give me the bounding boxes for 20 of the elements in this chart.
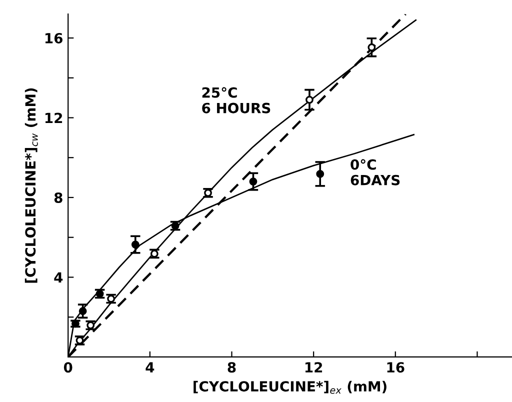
annotation: 25°C 6 HOURS — [202, 87, 270, 114]
x-tick-label: 0 — [64, 362, 72, 373]
point — [306, 96, 314, 104]
x-axis-title: [CYCLOLEUCINE*]$_{ex}$ (mM) — [194, 380, 386, 394]
y-tick-label: 8 — [54, 192, 62, 203]
point — [316, 170, 324, 178]
y-tick-label: 16 — [45, 32, 62, 44]
y-tick-label: 12 — [45, 112, 62, 124]
point — [131, 240, 140, 248]
point — [78, 307, 87, 316]
y-axis-title: [CYCLOLEUCINE*]$_{cw}$ (mM) — [24, 88, 38, 283]
x-tick-label: 4 — [146, 362, 154, 372]
point — [72, 320, 80, 328]
y-tick-label: 4 — [54, 272, 63, 283]
x-tick-label: 8 — [228, 362, 236, 373]
point — [368, 43, 376, 52]
x-tick-label: 12 — [305, 362, 322, 372]
annotation: 0°C 6DAYS — [350, 159, 400, 186]
x-tick-label: 16 — [387, 362, 404, 373]
point — [249, 178, 258, 186]
